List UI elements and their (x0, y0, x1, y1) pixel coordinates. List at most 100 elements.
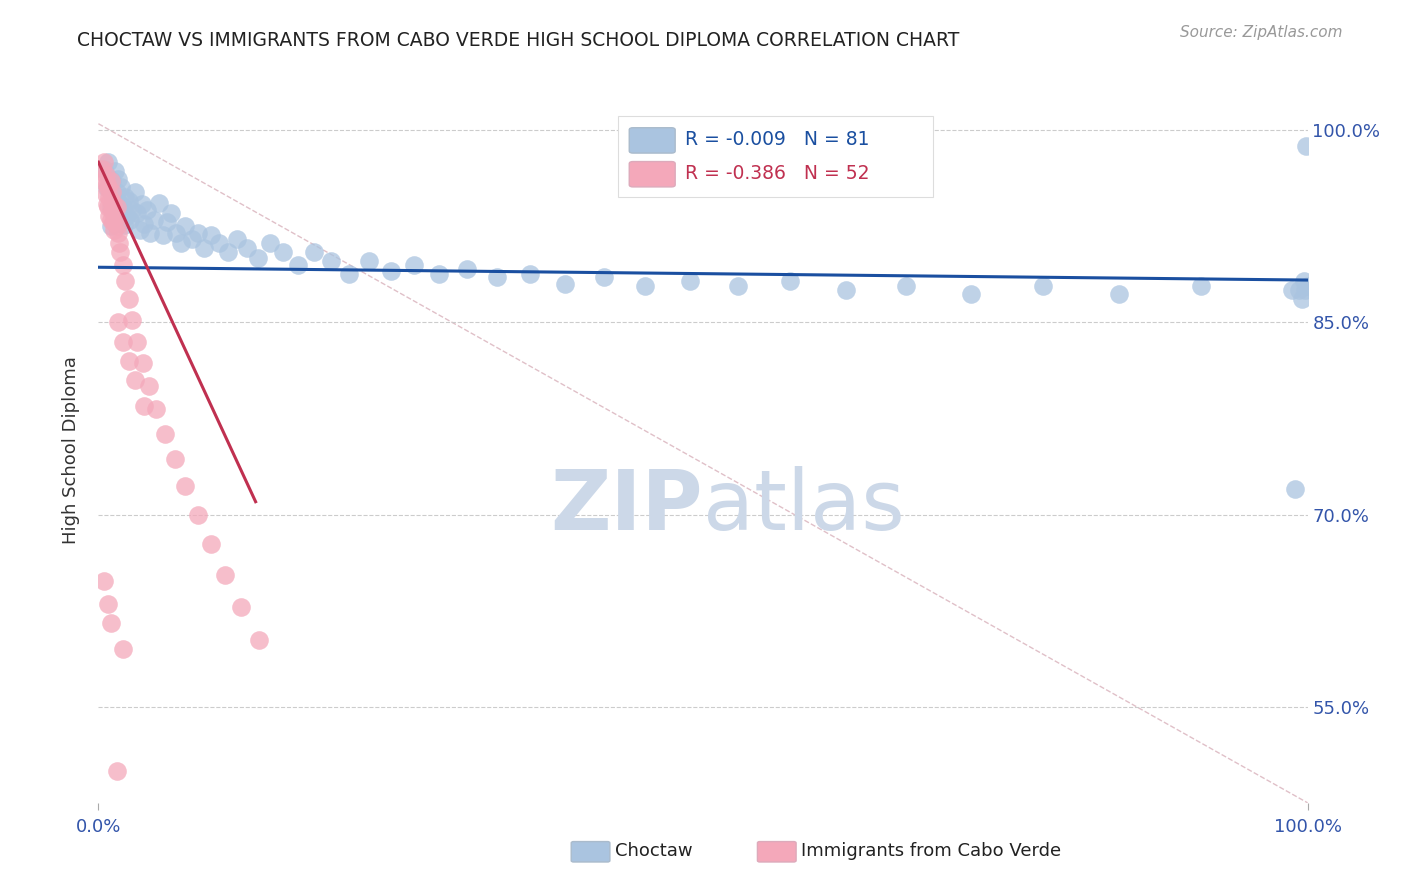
Point (97, 155, 120, 169)
Point (302, 244, 325, 259)
Point (118, 212, 141, 227)
Point (1108, 287, 1130, 301)
Point (100, 194, 122, 208)
Point (97, 181, 120, 195)
Point (135, 202, 157, 217)
Point (103, 206, 125, 220)
Point (97, 597, 120, 611)
Text: ZIP: ZIP (551, 467, 703, 548)
Point (226, 232, 249, 246)
Point (1032, 279, 1054, 293)
Point (98, 170, 121, 185)
Point (174, 219, 197, 234)
Text: Choctaw: Choctaw (614, 842, 692, 860)
Point (1295, 138, 1317, 153)
Point (91, 174, 114, 188)
Point (287, 258, 309, 272)
Point (111, 642, 134, 657)
Point (107, 171, 129, 186)
Point (100, 203, 122, 218)
Point (1281, 283, 1303, 297)
Point (100, 616, 122, 631)
Point (148, 196, 170, 211)
Point (118, 353, 141, 368)
Point (105, 764, 128, 778)
Point (101, 215, 124, 229)
Point (679, 274, 702, 288)
Point (105, 202, 128, 217)
Text: R = -0.386   N = 52: R = -0.386 N = 52 (685, 164, 869, 183)
FancyBboxPatch shape (758, 841, 796, 862)
Point (169, 235, 191, 250)
Point (124, 185, 146, 199)
Point (104, 212, 127, 227)
Point (98, 190, 121, 204)
Point (174, 479, 197, 493)
Point (100, 174, 122, 188)
Point (834, 283, 856, 297)
Point (402, 258, 425, 272)
Point (124, 373, 146, 387)
Point (100, 185, 122, 199)
Point (94, 168, 117, 182)
Point (1292, 274, 1315, 288)
Point (1296, 279, 1319, 293)
FancyBboxPatch shape (619, 116, 932, 197)
Point (217, 244, 239, 259)
Point (101, 194, 124, 208)
Point (429, 267, 451, 281)
Point (108, 244, 131, 259)
Point (229, 599, 252, 614)
Text: Source: ZipAtlas.com: Source: ZipAtlas.com (1180, 25, 1343, 40)
Point (108, 215, 131, 229)
Point (134, 217, 156, 231)
Point (103, 223, 125, 237)
Point (187, 508, 209, 522)
Point (121, 202, 143, 217)
Point (108, 235, 131, 250)
Point (1288, 283, 1310, 297)
Point (180, 232, 202, 246)
Point (96, 181, 118, 195)
FancyBboxPatch shape (630, 161, 675, 187)
Point (153, 426, 176, 441)
Point (152, 228, 174, 243)
Text: atlas: atlas (703, 467, 904, 548)
Point (634, 279, 657, 293)
Point (105, 200, 128, 214)
Point (592, 270, 614, 285)
Point (200, 228, 222, 243)
Point (101, 196, 124, 211)
Point (259, 235, 281, 250)
Point (111, 334, 134, 349)
Point (111, 199, 134, 213)
Point (200, 537, 222, 551)
Point (100, 212, 122, 227)
Point (127, 206, 149, 220)
Point (108, 196, 131, 211)
Point (93, 161, 115, 176)
Point (1189, 279, 1212, 293)
Text: Immigrants from Cabo Verde: Immigrants from Cabo Verde (801, 842, 1062, 860)
Point (456, 261, 478, 276)
Point (132, 356, 155, 370)
Point (91, 161, 114, 176)
Point (121, 312, 143, 326)
Point (118, 194, 141, 208)
Point (139, 226, 162, 240)
Point (156, 215, 179, 229)
Point (779, 274, 801, 288)
Point (727, 279, 749, 293)
Point (143, 212, 166, 227)
FancyBboxPatch shape (571, 841, 610, 862)
Point (160, 206, 183, 220)
Point (96, 177, 118, 191)
Point (214, 567, 236, 582)
Point (960, 287, 983, 301)
Point (104, 164, 127, 178)
Point (111, 258, 134, 272)
Point (319, 253, 342, 268)
Point (337, 267, 360, 281)
Point (380, 264, 402, 278)
Point (145, 402, 167, 417)
